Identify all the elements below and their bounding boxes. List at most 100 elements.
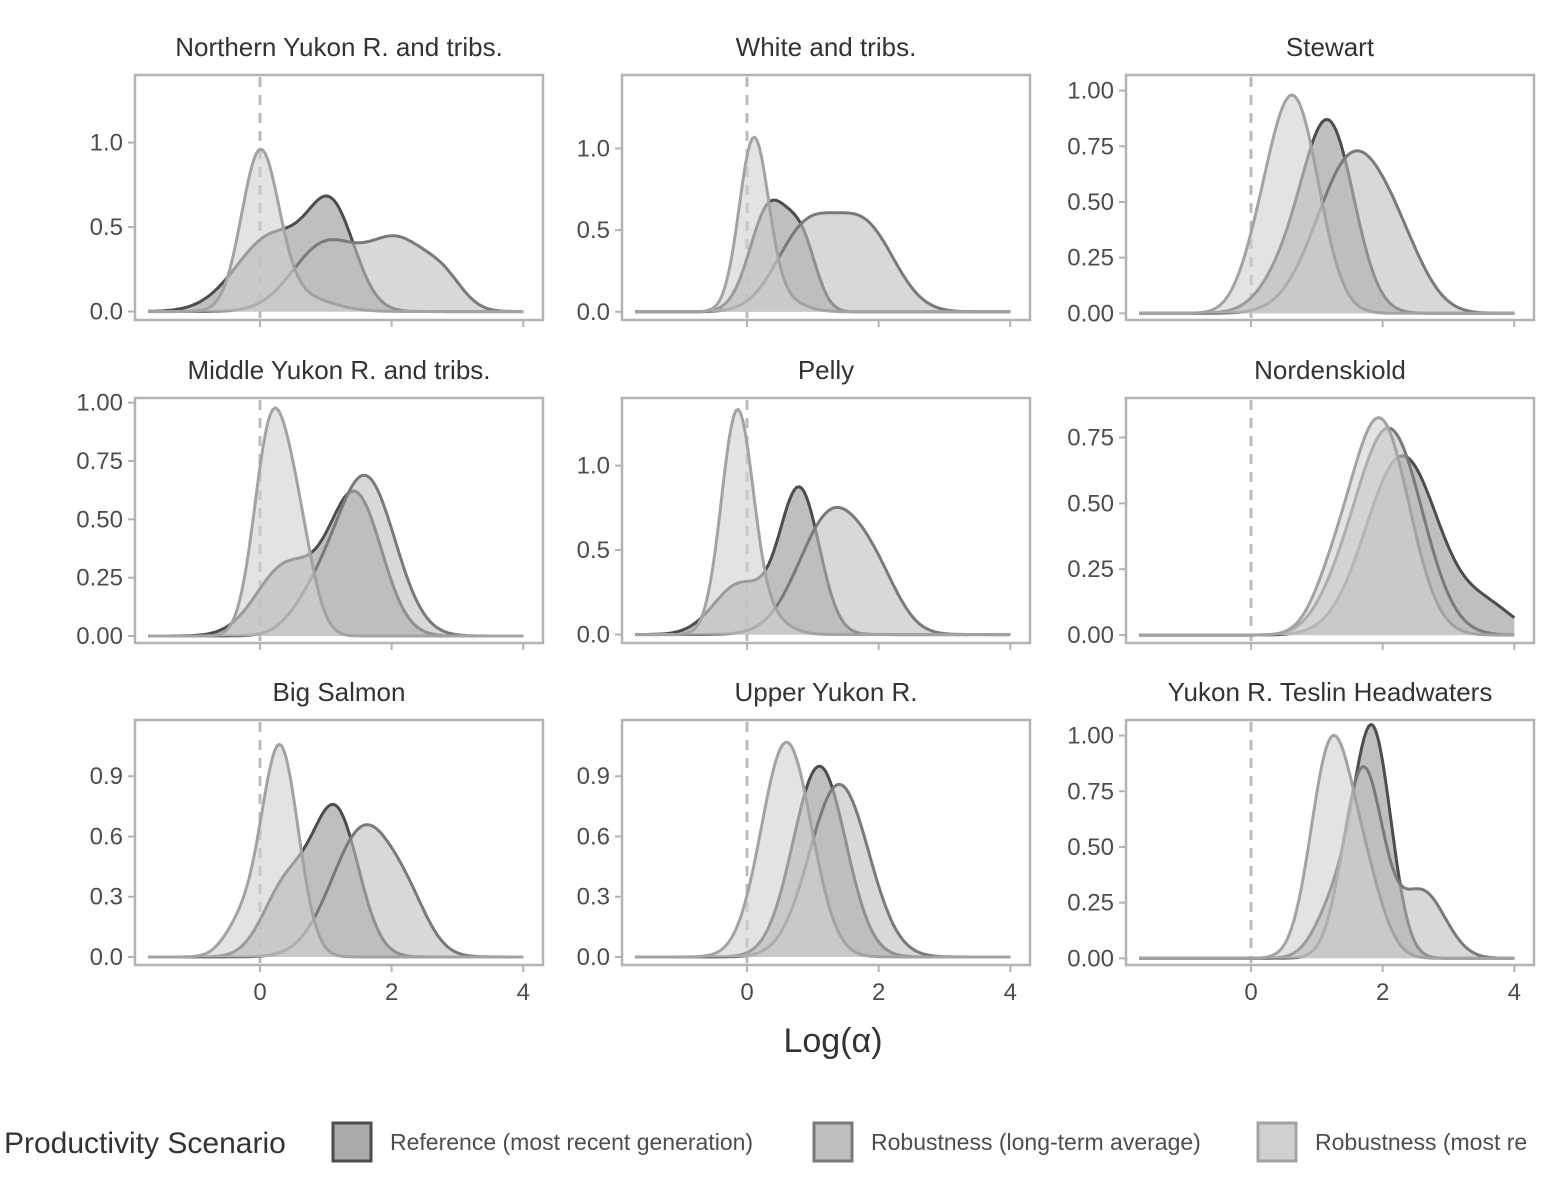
x-tick-label: 0 <box>740 979 753 1006</box>
legend-label-3: Robustness (most re <box>1315 1129 1527 1155</box>
panel-9: Yukon R. Teslin Headwaters 0.00 0.25 0.50 0.… <box>1067 677 1536 1006</box>
y-tick-label: 0.9 <box>90 763 123 790</box>
y-tick-label: 0.50 <box>1067 834 1114 861</box>
density-area-series-3 <box>635 409 1011 635</box>
x-tick-label: 2 <box>1376 979 1389 1006</box>
y-tick-label: 0.0 <box>90 299 123 326</box>
legend-key-2 <box>812 1121 854 1163</box>
panel-7: Big Salmon 0.0 0.3 0.6 0.9 0 2 4 <box>90 677 545 1006</box>
panel-border <box>620 73 1032 322</box>
legend-key-3 <box>1256 1121 1298 1163</box>
y-tick-label: 0.25 <box>1067 245 1114 272</box>
x-tick-label: 2 <box>872 979 885 1006</box>
y-tick-label: 0.3 <box>577 884 610 911</box>
density-line-series-3 <box>1139 416 1515 637</box>
y-tick-label: 0.5 <box>577 537 610 564</box>
legend-label-2: Robustness (long-term average) <box>871 1129 1201 1155</box>
panel-border <box>133 396 545 645</box>
legend: Productivity Scenario Reference (most re… <box>4 1121 1527 1163</box>
panel-grid: Northern Yukon R. and tribs.0.00.51.0Whi… <box>76 32 1536 1006</box>
panel-border <box>1124 73 1536 322</box>
density-area-series-3 <box>1139 417 1515 636</box>
y-tick-label: 0.00 <box>1067 622 1114 649</box>
density-line-series-3 <box>148 406 524 638</box>
panel-6: Nordenskiold 0.00 0.25 0.50 0.75 <box>1067 355 1536 650</box>
panel-border <box>133 718 545 967</box>
panel-8: Upper Yukon R. 0.0 0.3 0.6 0.9 0 2 4 <box>577 677 1032 1006</box>
panel-title: Pelly <box>798 355 854 385</box>
panel-title: Big Salmon <box>273 677 406 707</box>
density-line-series-3 <box>1139 93 1515 315</box>
legend-label-1: Reference (most recent generation) <box>390 1129 753 1155</box>
y-tick-label: 0.75 <box>1067 133 1114 160</box>
panel-title: Northern Yukon R. and tribs. <box>175 32 503 62</box>
x-tick-label: 4 <box>517 979 530 1006</box>
density-area-series-3 <box>1139 95 1515 314</box>
y-tick-label: 0.25 <box>1067 556 1114 583</box>
y-tick-label: 0.25 <box>76 565 123 592</box>
x-axis-title: Log(α) <box>783 1022 882 1060</box>
panel-title: Upper Yukon R. <box>734 677 917 707</box>
y-tick-label: 0.50 <box>1067 490 1114 517</box>
panel-5: Pelly 0.0 0.5 1.0 <box>577 355 1032 650</box>
x-tick-label: 0 <box>253 979 266 1006</box>
y-tick-label: 0.00 <box>1067 945 1114 972</box>
panel-4: Middle Yukon R. and tribs. 0.00 0.25 0.50 0.… <box>76 355 545 650</box>
density-line-series-3 <box>148 742 524 959</box>
y-tick-label: 0.0 <box>577 299 610 326</box>
x-tick-label: 2 <box>385 979 398 1006</box>
panel-border <box>620 396 1032 645</box>
y-tick-label: 0.6 <box>577 823 610 850</box>
y-tick-label: 0.50 <box>76 506 123 533</box>
panel-3: Stewart 0.00 0.25 0.50 0.75 1.00 <box>1067 32 1536 327</box>
panel-border <box>1124 718 1536 967</box>
y-tick-label: 1.0 <box>577 453 610 480</box>
density-line-series-3 <box>635 408 1011 637</box>
panel-1: Northern Yukon R. and tribs. 0.0 0.5 1.0 <box>90 32 545 327</box>
y-tick-label: 0.00 <box>1067 300 1114 327</box>
y-tick-label: 1.00 <box>1067 78 1114 105</box>
x-tick-label: 4 <box>1004 979 1017 1006</box>
y-tick-label: 0.0 <box>90 944 123 971</box>
y-tick-label: 0.0 <box>577 622 610 649</box>
density-line-series-3 <box>635 135 1011 314</box>
y-tick-label: 0.9 <box>577 763 610 790</box>
y-tick-label: 0.75 <box>76 448 123 475</box>
density-area-series-2 <box>635 507 1011 635</box>
y-tick-label: 0.75 <box>1067 425 1114 452</box>
y-tick-label: 0.50 <box>1067 189 1114 216</box>
density-area-series-2 <box>1139 766 1515 959</box>
y-tick-label: 1.0 <box>577 136 610 163</box>
x-tick-label: 4 <box>1508 979 1521 1006</box>
y-tick-label: 0.6 <box>90 823 123 850</box>
panel-border <box>1124 396 1536 645</box>
panel-title: Nordenskiold <box>1254 355 1406 385</box>
density-area-series-2 <box>635 212 1011 312</box>
panel-2: White and tribs. 0.0 0.5 1.0 <box>577 32 1032 327</box>
density-area-series-3 <box>1139 735 1515 959</box>
panel-title: Stewart <box>1286 32 1375 62</box>
y-tick-label: 1.00 <box>1067 723 1114 750</box>
legend-key-1 <box>331 1121 373 1163</box>
panel-border <box>133 73 545 322</box>
y-tick-label: 0.5 <box>577 217 610 244</box>
y-tick-label: 0.3 <box>90 884 123 911</box>
density-area-series-3 <box>635 742 1011 957</box>
y-tick-label: 0.5 <box>90 214 123 241</box>
panel-title: Yukon R. Teslin Headwaters <box>1168 677 1493 707</box>
y-tick-label: 0.75 <box>1067 778 1114 805</box>
x-tick-label: 0 <box>1244 979 1257 1006</box>
density-area-series-3 <box>148 149 524 312</box>
y-tick-label: 1.0 <box>90 130 123 157</box>
y-tick-label: 0.00 <box>76 623 123 650</box>
density-line-series-3 <box>635 740 1011 959</box>
y-tick-label: 0.25 <box>1067 890 1114 917</box>
density-line-series-3 <box>1139 733 1515 960</box>
y-tick-label: 1.00 <box>76 390 123 417</box>
legend-title: Productivity Scenario <box>4 1127 286 1160</box>
y-tick-label: 0.0 <box>577 944 610 971</box>
panel-border <box>620 718 1032 967</box>
panel-title: Middle Yukon R. and tribs. <box>187 355 490 385</box>
panel-title: White and tribs. <box>736 32 917 62</box>
